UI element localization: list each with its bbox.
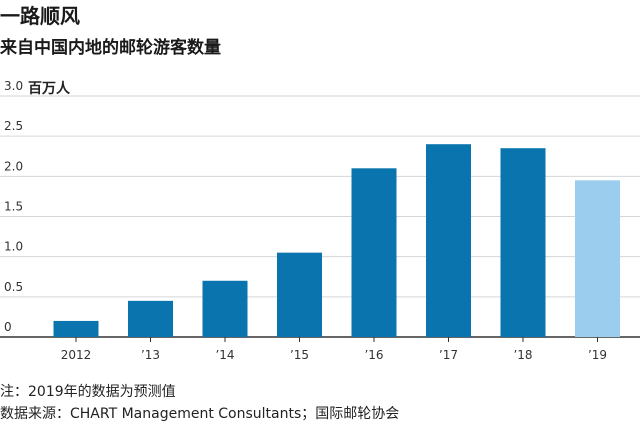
- bar-1: [128, 300, 173, 337]
- x-tick-label: ’13: [141, 348, 160, 362]
- chart-subtitle: 来自中国内地的邮轮游客数量: [0, 38, 221, 58]
- x-tick-label: 2012: [61, 348, 92, 362]
- x-tick-label: ’16: [364, 348, 383, 362]
- bar-0: [53, 320, 99, 337]
- chart-title: 一路顺风: [0, 4, 80, 28]
- x-tick-label: ’19: [588, 348, 607, 362]
- x-tick-label: ’14: [215, 348, 234, 362]
- bar-7: [575, 180, 620, 337]
- chart-source: 数据来源：CHART Management Consultants；国际邮轮协会: [0, 406, 400, 422]
- x-tick-label: ’18: [513, 348, 532, 362]
- bar-5: [426, 144, 471, 337]
- y-tick-label: 0.5: [4, 280, 23, 294]
- x-axis-ticks: 2012 ’13 ’14 ’15 ’16 ’17 ’18 ’19: [61, 337, 607, 362]
- unit-label: 百万人: [28, 81, 70, 97]
- chart-note: 注：2019年的数据为预测值: [0, 384, 176, 400]
- bar-3: [277, 252, 322, 337]
- bars: [53, 144, 620, 337]
- x-tick-label: ’15: [290, 348, 309, 362]
- x-tick-label: ’17: [439, 348, 458, 362]
- y-axis-ticks: 0 0.5 1.0 1.5 2.0 2.5 3.0: [4, 79, 23, 334]
- bar-4: [351, 168, 397, 337]
- y-tick-label: 2.0: [4, 159, 23, 173]
- y-tick-label: 0: [4, 320, 12, 334]
- y-tick-label: 2.5: [4, 119, 23, 133]
- y-tick-label: 3.0: [4, 79, 23, 93]
- y-tick-label: 1.0: [4, 240, 23, 254]
- bar-6: [500, 148, 546, 337]
- y-tick-label: 1.5: [4, 200, 23, 214]
- bar-2: [202, 280, 248, 337]
